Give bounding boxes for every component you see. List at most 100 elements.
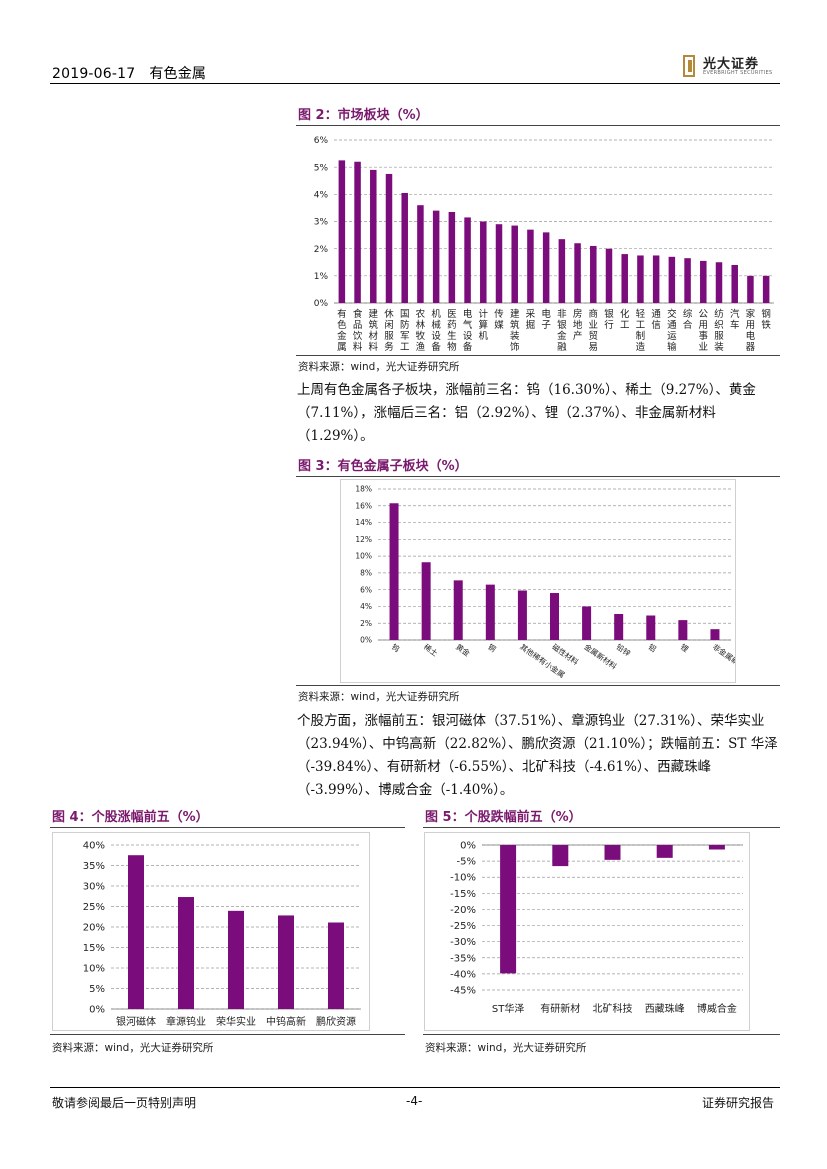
- bar: [464, 217, 471, 303]
- y-tick-label: 0%: [360, 636, 372, 645]
- header-divider: [50, 83, 780, 84]
- y-tick-label: -20%: [450, 905, 476, 916]
- bar: [542, 232, 550, 303]
- bar: [652, 255, 660, 303]
- bar: [604, 845, 621, 860]
- y-tick-label: 2%: [314, 245, 329, 255]
- y-tick-label: 2%: [360, 619, 372, 628]
- x-tick-label: 铝: [647, 641, 659, 653]
- company-logo: 光大证券 EVERBRIGHT SECURITIES: [683, 53, 783, 81]
- bar: [715, 262, 723, 303]
- bar: [495, 224, 503, 303]
- fig5-title: 图 5：个股跌幅前五（%）: [425, 810, 582, 825]
- bar: [710, 629, 720, 640]
- bar: [401, 192, 408, 303]
- x-tick-label: 纺织服装: [714, 308, 724, 353]
- x-tick-label: 采掘: [526, 309, 536, 331]
- fig5-source: 资料来源：wind，光大证券研究所: [425, 1042, 587, 1054]
- bar: [700, 260, 707, 303]
- y-tick-label: 4%: [314, 190, 329, 200]
- fig3-source: 资料来源：wind，光大证券研究所: [298, 691, 460, 703]
- bar: [646, 615, 656, 640]
- fig4-chart: 0% 5% 10% 15% 20% 25% 30% 35% 40% 银河磁体 章源钨业 荣华实业 中钨高…: [52, 832, 370, 1031]
- x-tick-label: 通信: [651, 309, 661, 331]
- bar: [278, 915, 294, 1009]
- page-number: -4-: [406, 1094, 423, 1108]
- y-tick-label: 6%: [314, 136, 329, 146]
- x-tick-label: 铜: [486, 641, 498, 653]
- y-tick-label: -25%: [450, 921, 476, 932]
- fig3-source-rule: [296, 685, 780, 686]
- bar: [480, 221, 487, 303]
- report-date: 2019-06-17: [52, 66, 136, 82]
- bar: [517, 590, 527, 640]
- bar: [684, 258, 691, 303]
- bar: [511, 225, 518, 303]
- bar: [178, 897, 194, 1009]
- bar: [328, 922, 344, 1009]
- fig4-source: 资料来源：wind，光大证券研究所: [52, 1042, 214, 1054]
- x-tick-label: 机械设备: [431, 308, 441, 353]
- x-tick-label: 农林牧渔: [416, 308, 426, 353]
- fig4-source-rule: [50, 1034, 405, 1035]
- bar: [389, 503, 399, 640]
- y-tick-label: 0%: [460, 841, 476, 852]
- x-tick-label: 锂: [679, 641, 691, 654]
- x-tick-label: 国防军工: [400, 309, 410, 353]
- x-tick-label: 银行: [604, 308, 614, 331]
- fig3-title-rule: [296, 476, 780, 477]
- bar: [678, 620, 688, 640]
- bar: [574, 243, 581, 303]
- y-tick-label: 5%: [314, 163, 329, 173]
- x-tick-label: 食品饮料: [353, 308, 363, 353]
- y-tick-label: 10%: [355, 552, 372, 561]
- bar: [432, 210, 440, 303]
- y-tick-label: -30%: [450, 937, 476, 948]
- logo-subtext: EVERBRIGHT SECURITIES: [703, 70, 773, 76]
- bar: [614, 613, 624, 640]
- x-tick-label: 计算机: [479, 308, 489, 342]
- x-tick-label: 轻工制造: [636, 308, 646, 353]
- y-tick-label: 20%: [83, 923, 105, 934]
- x-tick-label: 汽车: [730, 308, 740, 331]
- x-tick-label: 西藏珠峰: [645, 1002, 685, 1015]
- y-tick-label: 40%: [83, 841, 105, 852]
- bar: [582, 606, 592, 640]
- x-tick-label: 稀土: [422, 641, 440, 658]
- bar: [485, 584, 495, 640]
- y-tick-label: 0%: [314, 299, 329, 309]
- bar: [128, 855, 144, 1009]
- bar: [747, 275, 754, 303]
- bar: [417, 205, 424, 303]
- y-tick-label: 4%: [360, 602, 372, 611]
- x-tick-label: 电气设备: [463, 308, 473, 353]
- y-tick-label: 18%: [355, 485, 372, 494]
- y-tick-label: -35%: [450, 953, 476, 964]
- y-tick-label: -45%: [450, 986, 476, 997]
- x-tick-label: 医药生物: [447, 309, 457, 353]
- bar: [385, 173, 393, 303]
- y-tick-label: -5%: [457, 857, 476, 868]
- x-tick-label: 金属新材料: [582, 641, 619, 671]
- x-tick-label: 家用电器: [746, 308, 756, 353]
- fig2-source: 资料来源：wind，光大证券研究所: [298, 361, 460, 373]
- bar: [453, 580, 463, 640]
- report-header: 2019-06-17 有色金属: [52, 63, 206, 83]
- fig2-source-rule: [296, 355, 780, 356]
- x-tick-label: 银河磁体: [116, 1015, 156, 1028]
- bar: [338, 160, 346, 303]
- x-tick-label: 房地产: [573, 308, 583, 342]
- y-tick-label: -15%: [450, 889, 476, 900]
- y-tick-label: 14%: [355, 518, 372, 527]
- y-tick-label: 35%: [83, 861, 105, 872]
- fig5-chart: 0% -5% -10% -15% -20% -25% -30% -35% -40% -45% ST华…: [424, 832, 750, 1031]
- logo-mark-icon: [683, 55, 695, 77]
- fig5-title-rule: [423, 827, 780, 828]
- x-tick-label: 有研新材: [540, 1002, 580, 1015]
- x-tick-label: 建筑材料: [369, 308, 379, 353]
- paragraph-stocks: 个股方面，涨幅前五：银河磁体（37.51%）、章源钨业（27.31%）、荣华实业…: [297, 713, 778, 798]
- y-tick-label: 12%: [355, 535, 372, 544]
- x-tick-label: 铅锌: [615, 641, 633, 658]
- fig2-title: 图 2：市场板块（%）: [298, 108, 429, 123]
- fig5-source-rule: [423, 1034, 780, 1035]
